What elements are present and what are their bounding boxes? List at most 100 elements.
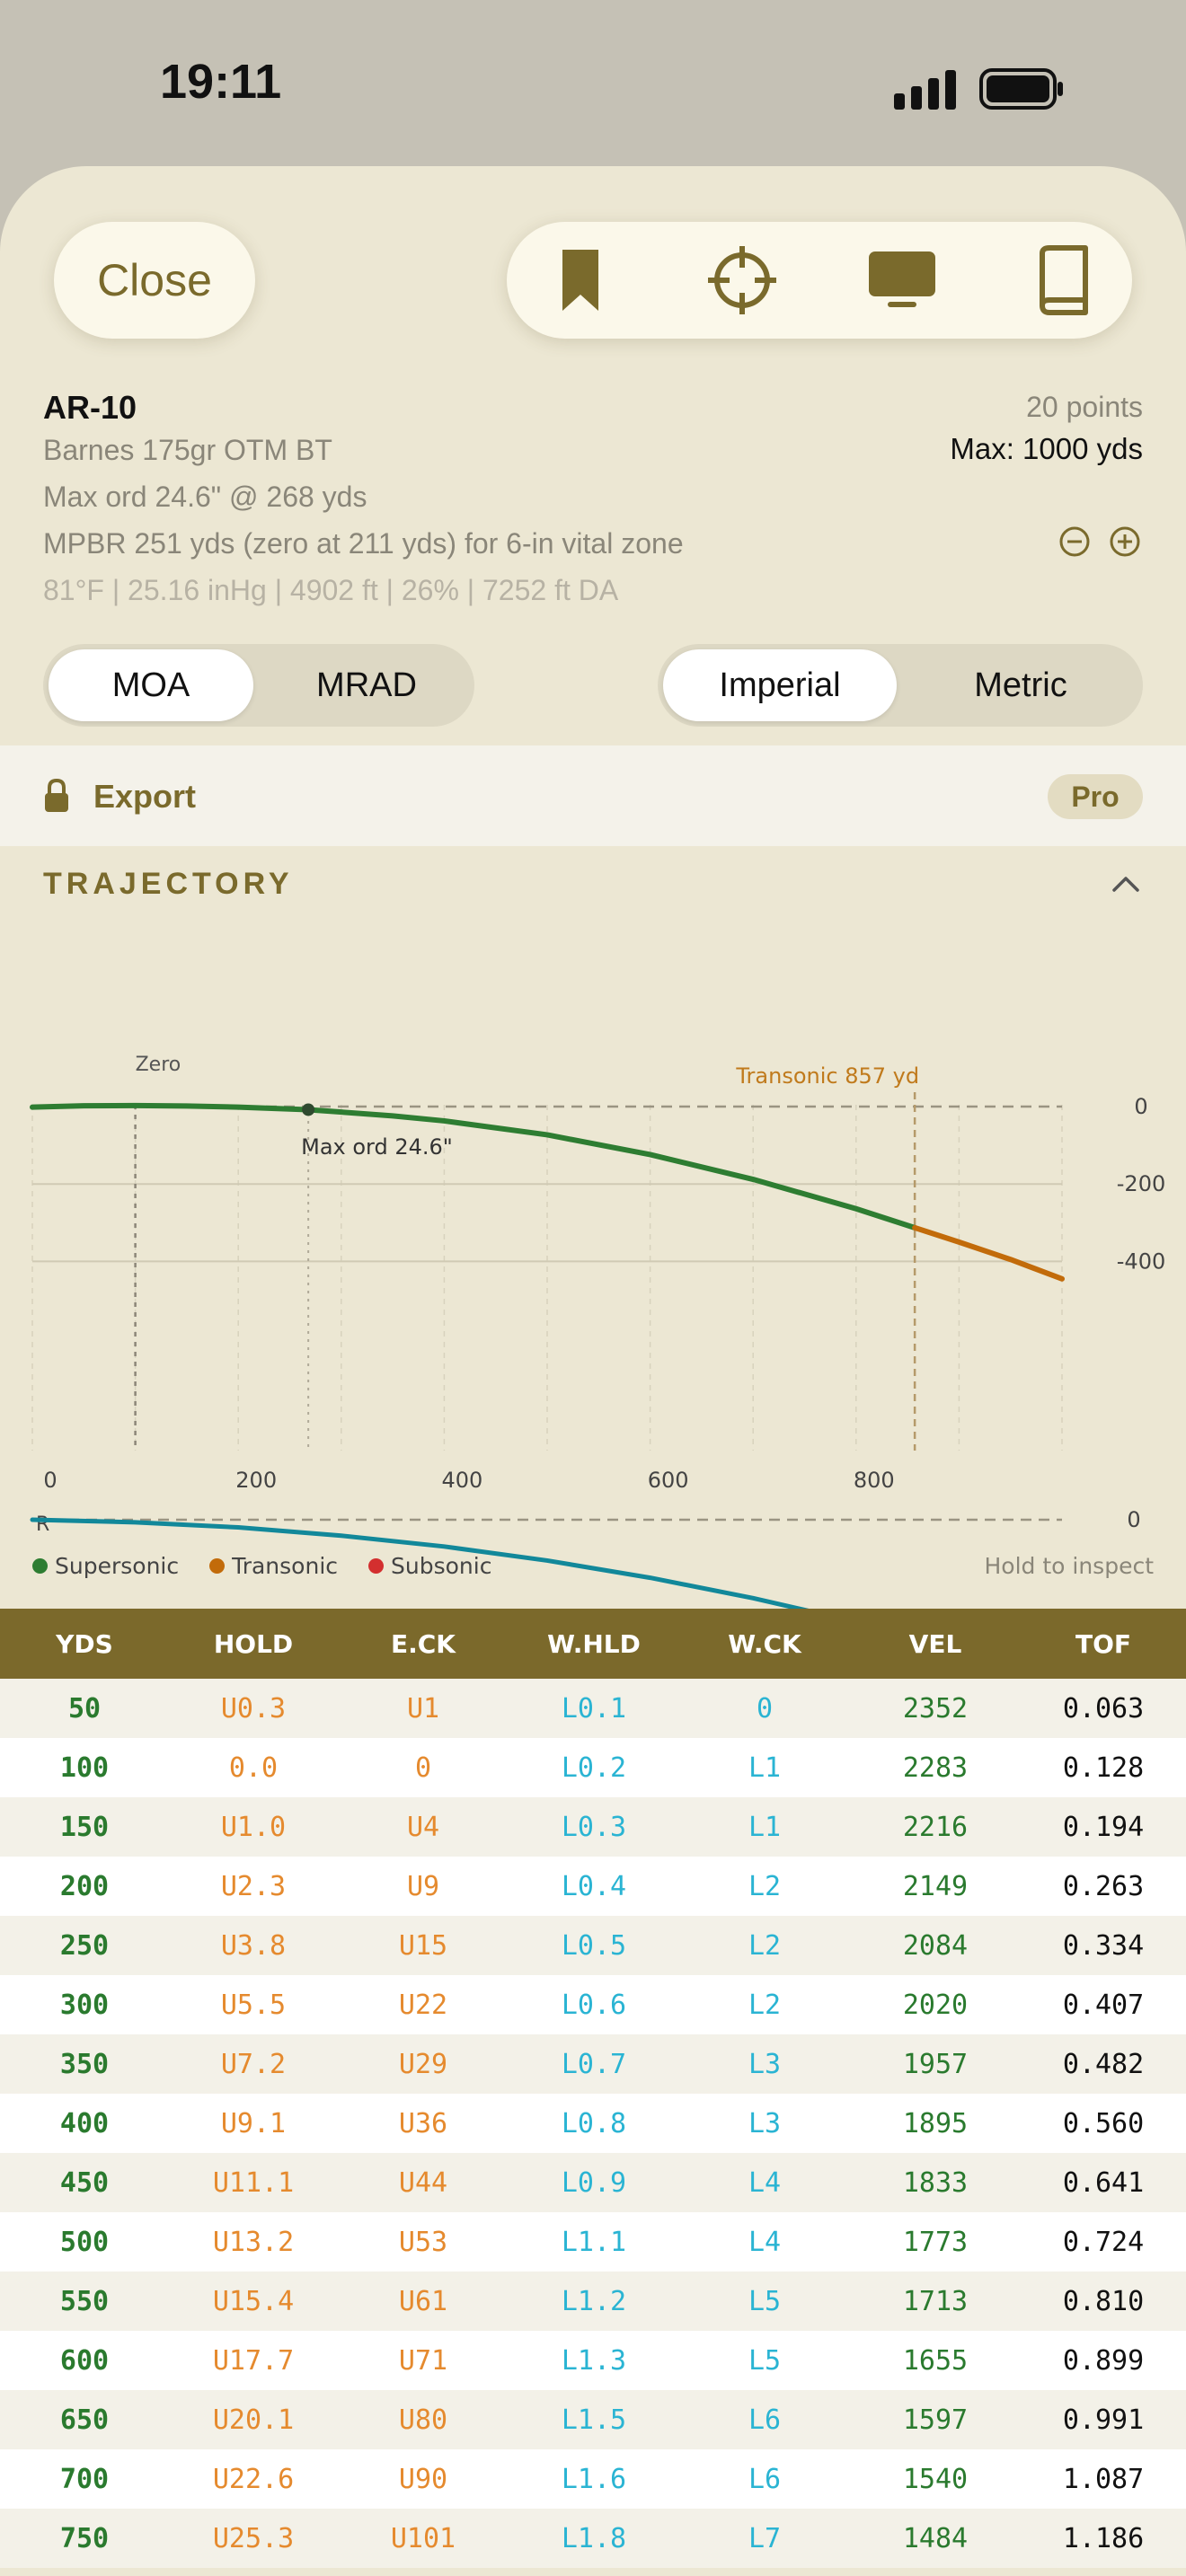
table-row[interactable]: 600 U17.7 U71 L1.3 L5 1655 0.899 (0, 2331, 1186, 2390)
cell-hold: U9.1 (220, 2107, 287, 2139)
cell-tof: 0.063 (1062, 1692, 1145, 1725)
table-row[interactable]: 700 U22.6 U90 L1.6 L6 1540 1.087 (0, 2449, 1186, 2509)
cell-hold: U20.1 (212, 2404, 295, 2436)
table-row[interactable]: 450 U11.1 U44 L0.9 L4 1833 0.641 (0, 2153, 1186, 2212)
cell-wind-clicks: L6 (748, 2463, 782, 2495)
rifle-name: AR-10 (43, 389, 137, 426)
book-icon[interactable] (1028, 244, 1100, 316)
table-header: YDS HOLD E.CK W.HLD W.CK VEL TOF (0, 1609, 1186, 1679)
minus-circle-icon[interactable] (1058, 525, 1091, 558)
cell-tof: 0.724 (1062, 2226, 1145, 2258)
x-tick-label: 600 (648, 1468, 689, 1493)
cell-velocity: 2084 (902, 1929, 969, 1962)
cell-hold: U15.4 (212, 2285, 295, 2317)
cell-hold: U11.1 (212, 2166, 295, 2199)
option-mrad[interactable]: MRAD (316, 666, 417, 704)
chevron-up-icon[interactable] (1111, 872, 1141, 894)
cell-elev-clicks: U53 (398, 2226, 448, 2258)
table-row[interactable]: 300 U5.5 U22 L0.6 L2 2020 0.407 (0, 1975, 1186, 2034)
option-metric[interactable]: Metric (974, 666, 1067, 704)
cell-tof: 0.263 (1062, 1870, 1145, 1902)
cell-tof: 0.194 (1062, 1811, 1145, 1843)
cell-wind-hold: L1.5 (561, 2404, 627, 2436)
cell-elev-clicks: U71 (398, 2344, 448, 2377)
cell-tof: 0.560 (1062, 2107, 1145, 2139)
cell-hold: U17.7 (212, 2344, 295, 2377)
cell-wind-hold: L0.5 (561, 1929, 627, 1962)
trajectory-title: TRAJECTORY (43, 867, 294, 901)
cell-velocity: 1655 (902, 2344, 969, 2377)
transonic-label: Transonic 857 yd (735, 1063, 919, 1089)
cell-wind-hold: L1.2 (561, 2285, 627, 2317)
cell-elev-clicks: 0 (414, 1751, 432, 1784)
y-tick-label: -200 (1117, 1171, 1165, 1196)
legend-item-transonic: Transonic (209, 1553, 338, 1579)
cell-velocity: 2352 (902, 1692, 969, 1725)
cell-wind-hold: L0.1 (561, 1692, 627, 1725)
cell-wind-hold: L0.8 (561, 2107, 627, 2139)
option-moa[interactable]: MOA (49, 649, 253, 721)
transonic-trajectory-line (912, 1224, 1065, 1282)
cell-elev-clicks: U29 (398, 2048, 448, 2080)
table-row[interactable]: 200 U2.3 U9 L0.4 L2 2149 0.263 (0, 1857, 1186, 1916)
table-row[interactable]: 400 U9.1 U36 L0.8 L3 1895 0.560 (0, 2094, 1186, 2153)
cell-velocity: 1957 (902, 2048, 969, 2080)
cell-hold: 0.0 (228, 1751, 279, 1784)
monitor-icon[interactable] (866, 244, 938, 316)
zero-label: Zero (136, 1054, 181, 1076)
cell-wind-clicks: L3 (748, 2107, 782, 2139)
table-row[interactable]: 100 0.0 0 L0.2 L1 2283 0.128 (0, 1738, 1186, 1797)
table-row[interactable]: 350 U7.2 U29 L0.7 L3 1957 0.482 (0, 2034, 1186, 2094)
cell-wind-clicks: L1 (748, 1751, 782, 1784)
table-row[interactable]: 50 U0.3 U1 L0.1 0 2352 0.063 (0, 1679, 1186, 1738)
y-tick-label: 0 (1134, 1094, 1147, 1119)
x-tick-label: 200 (235, 1468, 277, 1493)
cellular-signal-icon (894, 70, 956, 110)
close-button[interactable]: Close (54, 222, 255, 339)
legend-item-supersonic: Supersonic (32, 1553, 179, 1579)
col-elev-clicks: E.CK (390, 1628, 456, 1659)
cell-velocity: 1597 (902, 2404, 969, 2436)
cell-yds: 600 (59, 2344, 110, 2377)
option-imperial[interactable]: Imperial (663, 649, 897, 721)
cell-yds: 150 (59, 1811, 110, 1843)
cell-yds: 650 (59, 2404, 110, 2436)
max-ordinate: Max ord 24.6" @ 268 yds (43, 481, 367, 513)
table-row[interactable]: 250 U3.8 U15 L0.5 L2 2084 0.334 (0, 1916, 1186, 1975)
cell-velocity: 2020 (902, 1989, 969, 2021)
table-row[interactable]: 650 U20.1 U80 L1.5 L6 1597 0.991 (0, 2390, 1186, 2449)
atmosphere-summary: 81°F | 25.16 inHg | 4902 ft | 26% | 7252… (43, 574, 619, 606)
cell-elev-clicks: U36 (398, 2107, 448, 2139)
lock-icon (45, 778, 68, 812)
cell-wind-clicks: L6 (748, 2404, 782, 2436)
cell-wind-hold: L1.1 (561, 2226, 627, 2258)
status-bar: 19:11 (0, 0, 1186, 162)
table-row[interactable]: 550 U15.4 U61 L1.2 L5 1713 0.810 (0, 2272, 1186, 2331)
chart-legend: Supersonic Transonic Subsonic (32, 1553, 522, 1579)
cell-wind-clicks: L5 (748, 2285, 782, 2317)
table-row[interactable]: 750 U25.3 U101 L1.8 L7 1484 1.186 (0, 2509, 1186, 2568)
col-wind-clicks: W.CK (728, 1628, 801, 1659)
cell-wind-clicks: 0 (756, 1692, 774, 1725)
cell-wind-clicks: L2 (748, 1929, 782, 1962)
x-tick-label: 400 (441, 1468, 482, 1493)
legend-item-subsonic: Subsonic (368, 1553, 491, 1579)
cell-wind-hold: L1.8 (561, 2522, 627, 2554)
cell-yds: 350 (59, 2048, 110, 2080)
cell-wind-clicks: L2 (748, 1989, 782, 2021)
legend-label-subsonic: Subsonic (391, 1553, 492, 1579)
bookmark-icon[interactable] (544, 244, 616, 316)
table-row[interactable]: 500 U13.2 U53 L1.1 L4 1773 0.724 (0, 2212, 1186, 2272)
cell-wind-hold: L0.4 (561, 1870, 627, 1902)
hold-to-inspect-hint: Hold to inspect (984, 1553, 1154, 1579)
crosshair-icon[interactable] (706, 244, 778, 316)
plus-circle-icon[interactable] (1109, 525, 1141, 558)
table-row[interactable]: 150 U1.0 U4 L0.3 L1 2216 0.194 (0, 1797, 1186, 1857)
subsonic-swatch (368, 1558, 385, 1574)
cell-velocity: 1713 (902, 2285, 969, 2317)
cell-hold: U2.3 (220, 1870, 287, 1902)
cell-wind-hold: L1.3 (561, 2344, 627, 2377)
export-row[interactable]: Export Pro (0, 745, 1186, 846)
supersonic-swatch (32, 1558, 48, 1574)
cell-yds: 400 (59, 2107, 110, 2139)
